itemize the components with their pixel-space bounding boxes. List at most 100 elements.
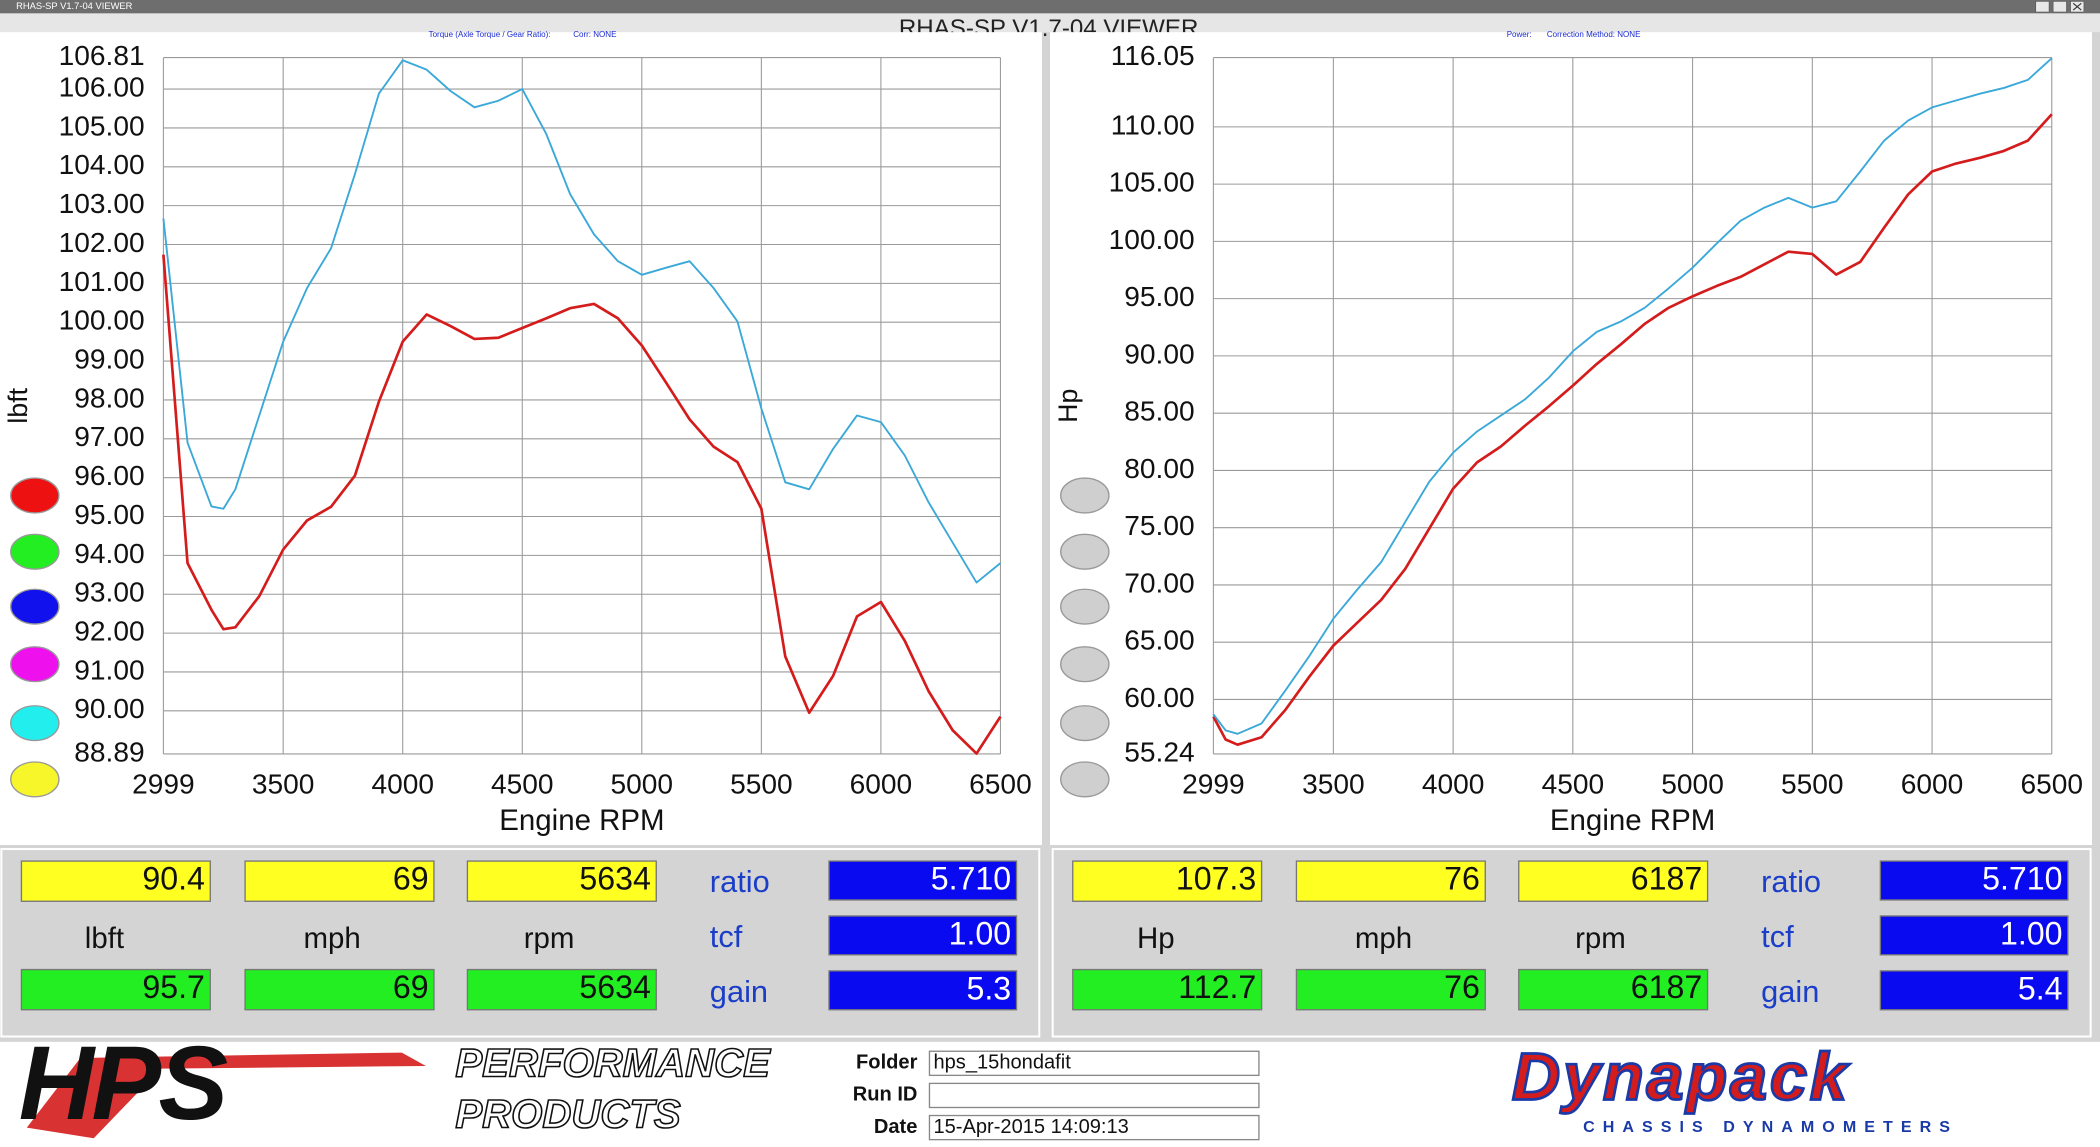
close-icon	[2072, 2, 2082, 11]
chart-header: Corr: NONE	[573, 30, 616, 39]
x-tick-label: 3500	[252, 769, 315, 800]
swatch[interactable]	[10, 588, 60, 625]
param-label: tcf	[1761, 919, 1794, 954]
param-label: gain	[710, 974, 768, 1009]
readout-value: 5634	[579, 861, 650, 897]
trace-line	[1212, 113, 2053, 747]
y-tick-label: 75.00	[1124, 510, 1194, 541]
x-tick-label: 4500	[1542, 769, 1605, 800]
param-value: 5.710	[1982, 861, 2062, 897]
readout-value: 76	[1444, 969, 1480, 1005]
swatch[interactable]	[10, 533, 60, 570]
x-tick-label: 5000	[611, 769, 674, 800]
y-tick-label: 92.00	[74, 616, 144, 647]
swatch[interactable]	[1060, 533, 1110, 570]
param-box	[828, 860, 1018, 901]
param-label: ratio	[710, 864, 770, 899]
y-tick-label: 100.00	[1109, 224, 1195, 255]
param-box	[828, 970, 1018, 1011]
swatch[interactable]	[10, 646, 60, 683]
swatch[interactable]	[10, 761, 60, 798]
swatch[interactable]	[1060, 761, 1110, 798]
y-tick-label: 90.00	[1124, 338, 1194, 369]
readout-unit: rpm	[524, 922, 575, 955]
y-tick-label: 55.24	[1124, 736, 1194, 767]
param-label: ratio	[1761, 864, 1821, 899]
window-controls[interactable]	[2035, 1, 2085, 13]
field-box	[928, 1050, 1260, 1077]
y-tick-label: 60.00	[1124, 682, 1194, 713]
swatch[interactable]	[1060, 588, 1110, 625]
field-value: hps_15hondafit	[933, 1052, 1071, 1074]
y-axis-label: Hp	[1053, 389, 1083, 423]
value-box	[1295, 968, 1486, 1011]
readout-unit: Hp	[1137, 922, 1175, 955]
value-box	[466, 968, 657, 1011]
param-label: tcf	[710, 919, 743, 954]
swatch[interactable]	[1060, 705, 1110, 742]
readout-unit: lbft	[85, 922, 124, 955]
x-tick-label: 4000	[1422, 769, 1485, 800]
y-tick-label: 106.00	[59, 71, 145, 102]
y-tick-label: 97.00	[74, 421, 144, 452]
y-tick-label: 88.89	[74, 736, 144, 767]
x-tick-label: 4000	[371, 769, 434, 800]
x-axis-label: Engine RPM	[499, 804, 664, 837]
x-tick-label: 6500	[969, 769, 1032, 800]
swatch[interactable]	[1060, 646, 1110, 683]
field-label: Date	[874, 1116, 918, 1138]
value-box	[466, 860, 657, 902]
y-tick-label: 93.00	[74, 577, 144, 608]
title-bar	[0, 0, 2100, 14]
x-tick-label: 6000	[850, 769, 913, 800]
y-tick-label: 98.00	[74, 382, 144, 413]
y-tick-label: 90.00	[74, 693, 144, 724]
param-value: 5.3	[966, 970, 1011, 1006]
y-tick-label: 85.00	[1124, 396, 1194, 427]
y-tick-label: 94.00	[74, 538, 144, 569]
readout-value: 107.3	[1176, 861, 1256, 897]
dynapack-logo: Dynapack	[1512, 1040, 1851, 1115]
value-box	[20, 860, 211, 902]
field-box	[928, 1082, 1260, 1109]
y-tick-label: 104.00	[59, 149, 145, 180]
x-tick-label: 2999	[1182, 769, 1245, 800]
y-tick-label: 99.00	[74, 344, 144, 375]
x-tick-label: 5500	[1781, 769, 1844, 800]
field-label: Run ID	[853, 1084, 918, 1106]
y-tick-label: 101.00	[59, 266, 145, 297]
dynapack-tagline: CHASSIS DYNAMOMETERS	[1583, 1118, 1958, 1136]
param-label: gain	[1761, 974, 1819, 1009]
minimize-button[interactable]	[2052, 1, 2067, 13]
x-tick-label: 4500	[491, 769, 554, 800]
param-box	[1879, 915, 2069, 956]
y-tick-label: 110.00	[1111, 109, 1195, 140]
trace-line	[162, 59, 1002, 584]
param-value: 5.4	[2018, 970, 2063, 1006]
swatch[interactable]	[10, 477, 60, 514]
value-box	[1072, 968, 1263, 1011]
value-box	[244, 860, 435, 902]
y-tick-label: 105.00	[1109, 167, 1195, 198]
restore-button[interactable]	[2035, 1, 2050, 13]
x-tick-label: 6500	[2021, 769, 2084, 800]
hps-logo: HPS	[19, 1025, 228, 1142]
hps-swoosh	[26, 1052, 426, 1139]
param-value: 5.710	[931, 861, 1011, 897]
y-tick-label: 95.00	[1124, 281, 1194, 312]
swatch[interactable]	[10, 705, 60, 742]
y-tick-label: 106.81	[59, 40, 145, 71]
field-box	[928, 1114, 1260, 1141]
readout-value: 95.7	[142, 969, 205, 1005]
y-tick-label: 65.00	[1124, 625, 1194, 656]
y-tick-label: 91.00	[74, 654, 144, 685]
swatch[interactable]	[1060, 477, 1110, 514]
hps-tagline: PERFORMANCE	[455, 1041, 771, 1086]
readout-value: 6187	[1631, 861, 1702, 897]
chart-header: Torque (Axle Torque / Gear Ratio):	[429, 30, 551, 39]
readout-unit: rpm	[1575, 922, 1626, 955]
hps-tagline: PRODUCTS	[455, 1091, 681, 1136]
param-box	[1879, 970, 2069, 1011]
param-value: 1.00	[2000, 916, 2063, 952]
